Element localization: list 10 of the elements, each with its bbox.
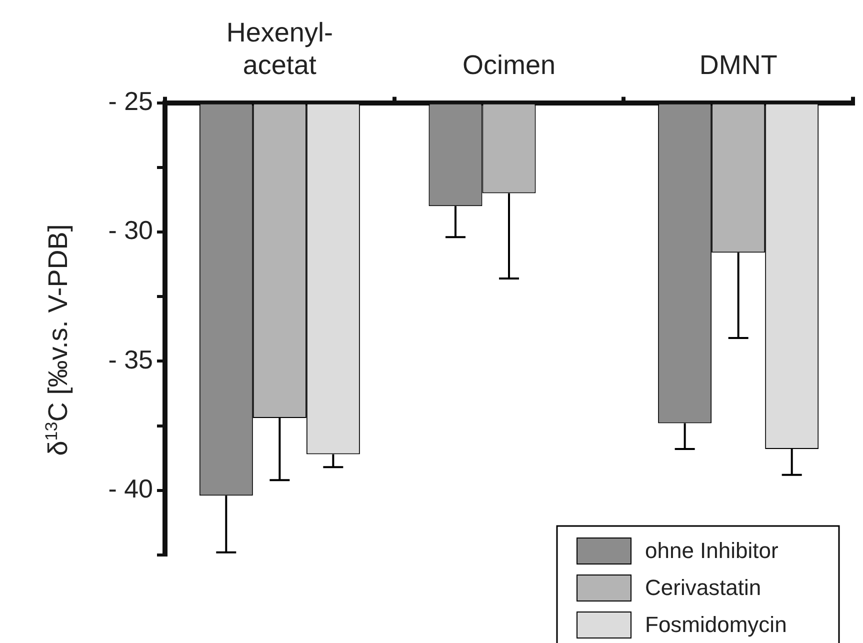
legend-label: ohne Inhibitor (645, 538, 778, 564)
x-tick-label: Ocimen (462, 50, 556, 80)
legend-label: Cerivastatin (645, 575, 762, 600)
y-tick-label: - 40 (108, 474, 153, 504)
y-tick-label: - 35 (108, 344, 153, 374)
legend-label: Fosmidomycin (645, 612, 787, 638)
x-tick-label: DMNT (699, 50, 778, 80)
y-tick-label: - 25 (108, 86, 153, 116)
x-tick-label: Hexenyl-acetat (226, 18, 333, 80)
y-tick-label: - 30 (108, 215, 153, 246)
